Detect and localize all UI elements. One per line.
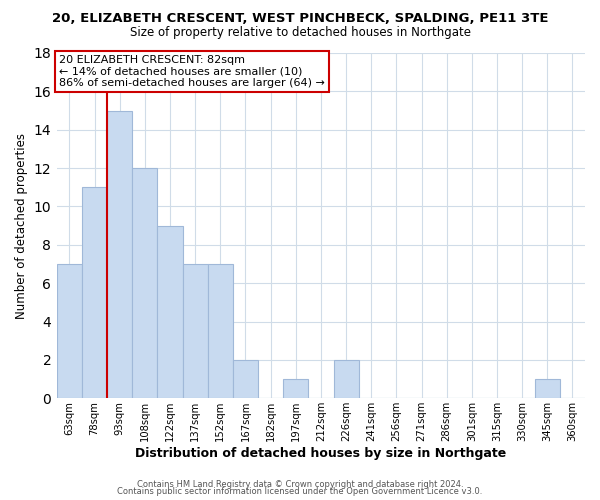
Bar: [157, 226, 182, 398]
Bar: [233, 360, 258, 399]
Bar: [334, 360, 359, 399]
Y-axis label: Number of detached properties: Number of detached properties: [15, 132, 28, 318]
Bar: [57, 264, 82, 398]
Bar: [283, 379, 308, 398]
Text: 20 ELIZABETH CRESCENT: 82sqm
← 14% of detached houses are smaller (10)
86% of se: 20 ELIZABETH CRESCENT: 82sqm ← 14% of de…: [59, 55, 325, 88]
Text: 20, ELIZABETH CRESCENT, WEST PINCHBECK, SPALDING, PE11 3TE: 20, ELIZABETH CRESCENT, WEST PINCHBECK, …: [52, 12, 548, 26]
Text: Size of property relative to detached houses in Northgate: Size of property relative to detached ho…: [130, 26, 470, 39]
Bar: [182, 264, 208, 398]
Bar: [208, 264, 233, 398]
Bar: [535, 379, 560, 398]
Text: Contains HM Land Registry data © Crown copyright and database right 2024.: Contains HM Land Registry data © Crown c…: [137, 480, 463, 489]
Bar: [107, 110, 133, 399]
X-axis label: Distribution of detached houses by size in Northgate: Distribution of detached houses by size …: [136, 447, 506, 460]
Bar: [82, 188, 107, 398]
Text: Contains public sector information licensed under the Open Government Licence v3: Contains public sector information licen…: [118, 487, 482, 496]
Bar: [133, 168, 157, 398]
